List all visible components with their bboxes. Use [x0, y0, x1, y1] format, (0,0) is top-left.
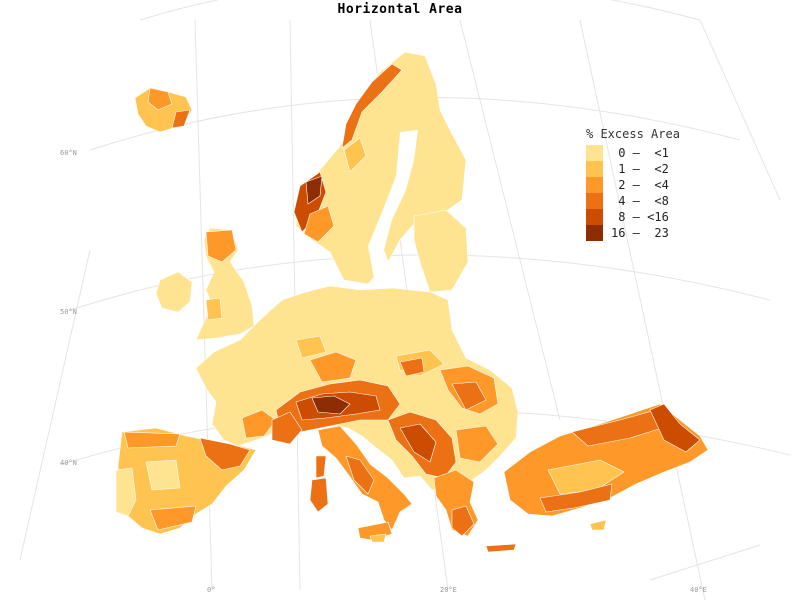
region-portugal: [115, 467, 137, 517]
region-romania-mountains: [451, 381, 487, 411]
region-sicily-south: [369, 533, 387, 543]
legend-swatch: [586, 145, 603, 161]
legend-label: 16 – 23: [611, 226, 669, 240]
map-title: Horizontal Area: [337, 2, 463, 17]
latitude-line-70: [139, 0, 701, 21]
legend-label: 2 – <4: [611, 178, 669, 192]
longitude-line-50: [699, 19, 781, 201]
region-cantabria: [123, 431, 181, 449]
region-tatras: [399, 357, 425, 377]
baltic-sea: [368, 130, 418, 278]
legend-row-5: 16 – 23: [586, 225, 680, 241]
region-central-anatolia: [547, 459, 625, 495]
region-dinaric-alps: [399, 423, 437, 463]
region-french-alps: [271, 411, 303, 445]
legend: % Excess Area 0 – <1 1 – <2 2 – <4 4 – <…: [586, 127, 680, 241]
region-turkey: [503, 403, 709, 517]
legend-title: % Excess Area: [586, 127, 680, 141]
region-iceland-north: [147, 87, 173, 111]
region-sweden-north: [343, 137, 367, 173]
region-bavaria: [309, 351, 357, 383]
region-iceland-east: [171, 109, 191, 129]
legend-label: 1 – <2: [611, 162, 669, 176]
region-peloponnese: [451, 505, 475, 537]
region-norway-north: [341, 63, 403, 149]
region-scotland-highlands: [205, 229, 237, 263]
latitude-line-35: [649, 544, 761, 581]
region-norway-south: [303, 205, 335, 243]
region-norway-fjords: [305, 175, 323, 205]
region-massif-central: [241, 409, 277, 439]
region-baltics: [413, 209, 469, 293]
region-meseta: [145, 459, 181, 491]
region-central-germany: [295, 335, 327, 359]
legend-row-1: 1 – <2: [586, 161, 680, 177]
legend-label: 4 – <8: [611, 194, 669, 208]
region-wales: [205, 297, 223, 321]
region-bulgaria: [455, 425, 499, 463]
legend-row-4: 8 – <16: [586, 209, 680, 225]
legend-label: 8 – <16: [611, 210, 669, 224]
region-crete: [485, 543, 517, 553]
region-sardinia: [309, 477, 329, 513]
longitude-line-neg10: [19, 249, 91, 561]
legend-swatch: [586, 161, 603, 177]
region-eastern-anatolia: [649, 403, 701, 453]
longitude-line-30: [459, 19, 561, 421]
region-taurus: [539, 483, 613, 513]
region-apennines: [345, 455, 375, 495]
region-sierra-nevada: [149, 505, 197, 531]
land: [115, 51, 709, 553]
legend-row-3: 4 – <8: [586, 193, 680, 209]
region-alps-high: [311, 395, 351, 415]
legend-swatch: [586, 177, 603, 193]
region-pyrenees: [199, 437, 251, 471]
legend-swatch: [586, 193, 603, 209]
legend-label: 0 – <1: [611, 146, 669, 160]
longitude-line-40: [579, 19, 706, 600]
legend-swatch: [586, 225, 603, 241]
region-corsica: [315, 455, 327, 479]
region-ireland: [155, 271, 193, 313]
legend-row-2: 2 – <4: [586, 177, 680, 193]
region-cyprus: [589, 519, 607, 531]
legend-row-0: 0 – <1: [586, 145, 680, 161]
legend-swatch: [586, 209, 603, 225]
